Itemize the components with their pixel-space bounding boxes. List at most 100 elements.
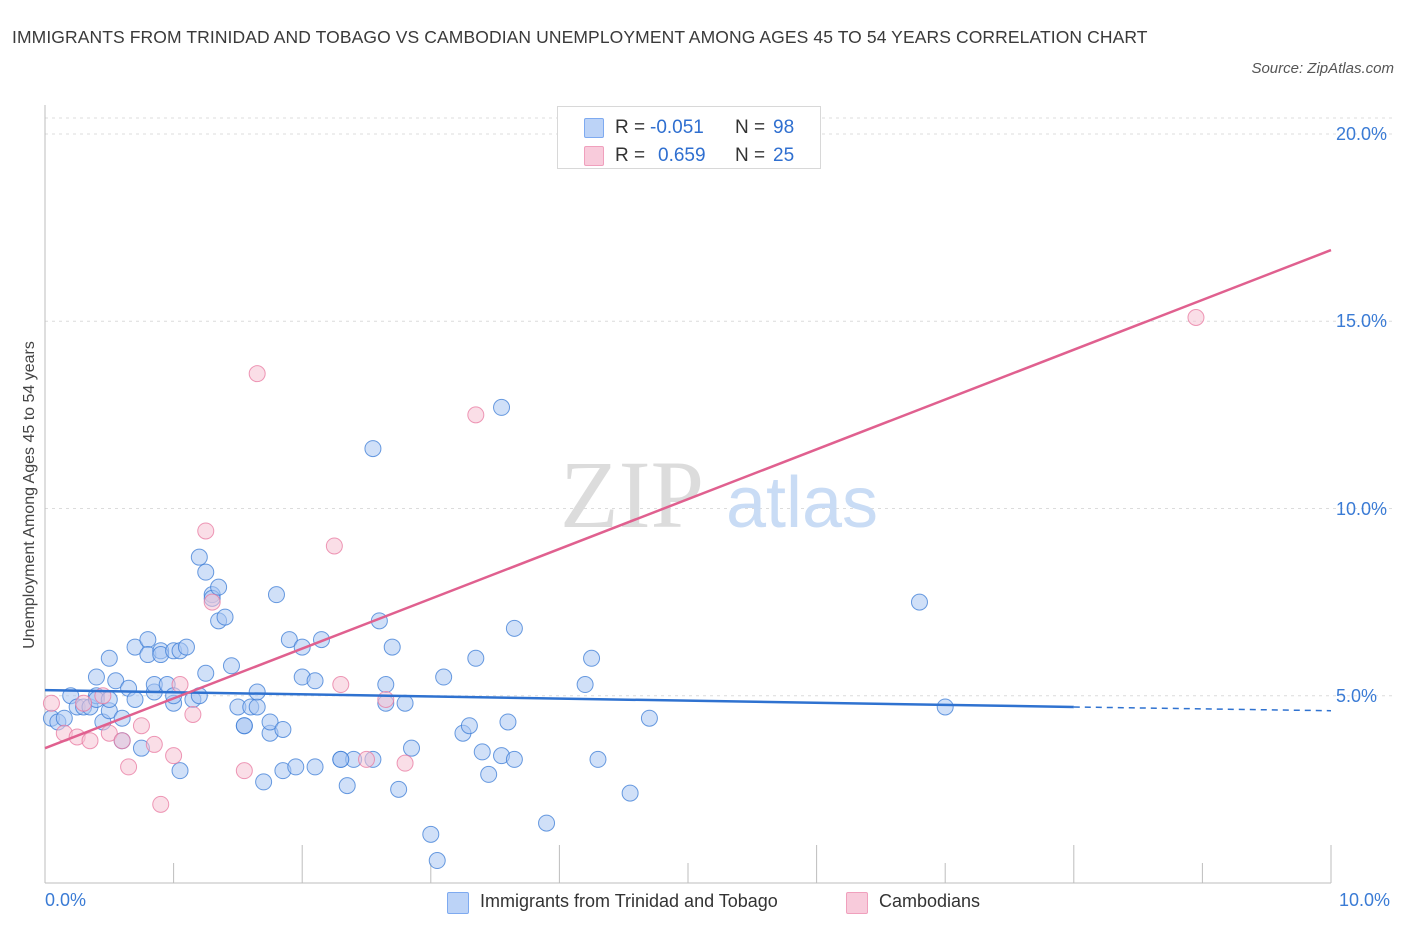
legend-n-value: 25: [773, 145, 795, 166]
cambodian-point: [81, 732, 99, 750]
trinidad-point: [126, 690, 144, 708]
cambodian-trend-line: [44, 248, 1332, 750]
legend-r-value: 0.659: [658, 145, 706, 166]
trinidad-point: [177, 638, 195, 656]
trinidad-point: [428, 852, 446, 870]
trinidad-trend-line: [44, 688, 1074, 709]
trinidad-point: [248, 683, 266, 701]
trinidad-point: [480, 765, 498, 783]
legend-r-value: -0.051: [650, 117, 704, 138]
trinidad-point: [235, 717, 253, 735]
trinidad-point: [473, 743, 491, 761]
trinidad-point: [583, 649, 601, 667]
legend-r-label: R =: [615, 117, 646, 138]
series-legend: Immigrants from Trinidad and Tobago Camb…: [0, 889, 1406, 919]
legend-n-value: 98: [773, 117, 795, 138]
x-tick-label-min: 0.0%: [45, 890, 87, 910]
trinidad-point: [493, 398, 511, 416]
chart-title: IMMIGRANTS FROM TRINIDAD AND TOBAGO VS C…: [12, 27, 1148, 47]
trinidad-point: [107, 672, 125, 690]
legend-swatch-trinidad: [584, 118, 604, 138]
trinidad-point: [55, 709, 73, 727]
cambodian-point: [248, 365, 266, 383]
cambodian-point: [42, 694, 60, 712]
trinidad-point: [338, 777, 356, 795]
cambodian-point: [120, 758, 138, 776]
cambodian-point: [100, 724, 118, 742]
y-tick-label: 20.0%: [1336, 124, 1388, 144]
trinidad-point: [383, 638, 401, 656]
cambodian-point: [152, 795, 170, 813]
trinidad-point: [248, 698, 266, 716]
trinidad-point: [576, 676, 594, 694]
trinidad-point: [197, 563, 215, 581]
trinidad-point: [267, 586, 285, 604]
cambodian-point: [325, 537, 343, 555]
legend-n-label: N =: [735, 145, 766, 166]
cambodian-point: [358, 750, 375, 768]
cambodian-point: [332, 676, 350, 694]
legend-label-cambodians: Cambodians: [879, 891, 981, 911]
trinidad-point: [210, 578, 228, 596]
trinidad-point: [396, 694, 414, 712]
trinidad-point: [499, 713, 517, 731]
grid-lines: [45, 117, 1396, 697]
trinidad-point: [255, 773, 273, 791]
trinidad-point: [287, 758, 305, 776]
trinidad-point: [171, 762, 189, 780]
y-axis-label: Unemployment Among Ages 45 to 54 years: [21, 341, 38, 649]
y-tick-label: 5.0%: [1336, 685, 1378, 706]
cambodian-point: [171, 676, 189, 694]
y-tick-label: 10.0%: [1336, 498, 1388, 519]
legend-swatch-cambodians: [584, 146, 604, 166]
watermark: ZIP atlas: [560, 441, 878, 548]
trinidad-point: [87, 668, 105, 686]
axes: [44, 105, 1332, 884]
legend-label-trinidad: Immigrants from Trinidad and Tobago: [480, 891, 778, 911]
trinidad-point: [460, 717, 478, 735]
cambodian-point: [132, 717, 150, 735]
trinidad-point: [589, 750, 607, 768]
x-tick-label-max: 10.0%: [1339, 890, 1391, 910]
correlation-legend: R = -0.051 N = 98 R = 0.659 N = 25: [557, 106, 821, 169]
trinidad-point: [538, 814, 556, 832]
cambodian-point: [377, 690, 395, 708]
trinidad-point: [377, 676, 395, 694]
trinidad-point: [422, 825, 440, 843]
trinidad-trend-extension: [1073, 706, 1332, 712]
cambodian-point: [396, 754, 414, 772]
trinidad-point: [505, 619, 523, 637]
cambodian-point: [1187, 309, 1205, 327]
trinidad-point: [139, 631, 157, 649]
cambodian-point: [113, 732, 131, 750]
trinidad-point: [280, 631, 298, 649]
watermark-atlas: atlas: [726, 463, 878, 543]
legend-n-label: N =: [735, 117, 766, 138]
trinidad-point: [306, 672, 324, 690]
trinidad-point: [403, 739, 421, 757]
y-tick-label: 15.0%: [1336, 311, 1388, 332]
trinidad-point: [621, 784, 639, 802]
cambodian-point: [197, 522, 215, 540]
legend-swatch-cambodians: [846, 892, 868, 914]
trinidad-point: [936, 698, 954, 716]
trinidad-point: [126, 638, 144, 656]
trinidad-point: [261, 713, 279, 731]
cambodian-point: [184, 705, 202, 723]
trinidad-point: [505, 750, 523, 768]
trend-lines: [44, 248, 1332, 750]
trinidad-point: [100, 649, 118, 667]
cambodian-point: [165, 747, 183, 765]
cambodian-point: [75, 694, 93, 712]
cambodian-point: [467, 406, 485, 424]
trinidad-point: [364, 440, 382, 458]
trinidad-point: [222, 657, 240, 675]
trinidad-point: [190, 548, 208, 566]
watermark-zip: ZIP: [560, 441, 704, 548]
cambodian-point: [145, 735, 163, 753]
trinidad-point: [435, 668, 453, 686]
legend-swatch-trinidad: [447, 892, 469, 914]
trinidad-point: [306, 758, 324, 776]
trinidad-point: [216, 608, 234, 626]
